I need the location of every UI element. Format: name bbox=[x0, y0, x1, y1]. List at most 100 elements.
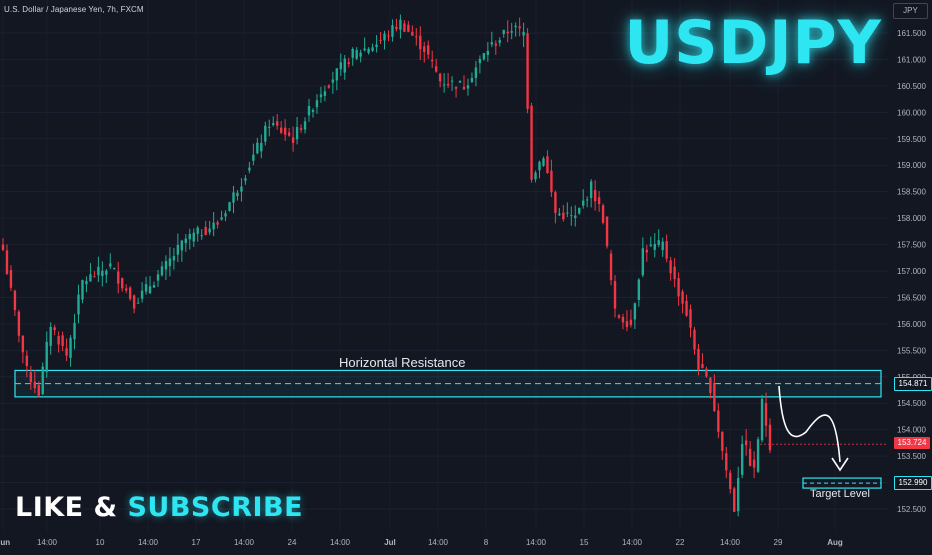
candle-body bbox=[212, 222, 215, 230]
candle-body bbox=[160, 266, 164, 276]
candle-body bbox=[748, 448, 752, 466]
candle-body bbox=[411, 31, 414, 36]
candle-body bbox=[291, 137, 295, 143]
y-tick-label: 158.000 bbox=[897, 214, 926, 223]
candle-body bbox=[613, 281, 617, 309]
candle-body bbox=[673, 266, 676, 280]
candle-body bbox=[733, 488, 736, 512]
candle-body bbox=[534, 172, 537, 180]
candle-body bbox=[33, 381, 36, 389]
candle-body bbox=[458, 80, 462, 83]
y-tick-label: 156.000 bbox=[897, 320, 926, 329]
resistance-zone-label: Horizontal Resistance bbox=[339, 355, 466, 370]
x-tick-label: 14:00 bbox=[138, 538, 159, 547]
candle-body bbox=[81, 279, 84, 300]
candle-body bbox=[287, 132, 291, 136]
candle-body bbox=[562, 212, 565, 220]
ticker-title: USDJPY bbox=[624, 8, 882, 78]
y-tick-label: 155.500 bbox=[897, 346, 926, 355]
like-subscribe-banner: LIKE & SUBSCRIBE bbox=[15, 492, 303, 523]
candle-body bbox=[196, 227, 199, 234]
x-tick-label: Aug bbox=[827, 538, 843, 547]
candle-body bbox=[442, 84, 446, 86]
candle-body bbox=[756, 439, 760, 472]
grid bbox=[0, 32, 888, 510]
candle-body bbox=[25, 355, 29, 367]
candle-body bbox=[498, 40, 501, 43]
candle-body bbox=[470, 77, 474, 83]
candle-body bbox=[148, 286, 152, 294]
candle-body bbox=[574, 215, 577, 219]
candle-body bbox=[77, 294, 80, 315]
candle-body bbox=[578, 207, 581, 214]
candle-body bbox=[371, 47, 374, 51]
candle-body bbox=[224, 213, 227, 217]
candle-body bbox=[13, 290, 17, 311]
overlay-layer bbox=[760, 385, 888, 489]
candle-body bbox=[641, 248, 645, 276]
candle-body bbox=[375, 44, 378, 48]
candle-body bbox=[621, 316, 625, 323]
candle-body bbox=[383, 33, 386, 41]
candle-body bbox=[276, 121, 279, 126]
candle-body bbox=[1, 244, 5, 250]
candle-body bbox=[740, 444, 744, 475]
candle-body bbox=[744, 440, 748, 446]
candle-body bbox=[331, 79, 335, 83]
y-tick-label: 156.500 bbox=[897, 293, 926, 302]
candle-body bbox=[665, 241, 668, 259]
x-tick-label: 22 bbox=[676, 538, 685, 547]
candle-body bbox=[363, 48, 366, 51]
candle-body bbox=[268, 126, 271, 128]
currency-selector[interactable]: JPY bbox=[893, 3, 928, 19]
candle-body bbox=[200, 235, 203, 237]
candle-body bbox=[637, 279, 641, 300]
candle-body bbox=[264, 125, 267, 142]
candle-body bbox=[128, 287, 132, 299]
candle-body bbox=[73, 322, 76, 340]
candle-body bbox=[597, 197, 601, 205]
candle-body bbox=[260, 142, 263, 152]
candle-body bbox=[57, 336, 60, 345]
candle-body bbox=[335, 68, 339, 81]
candle-body bbox=[323, 91, 327, 96]
candle-body bbox=[585, 199, 589, 201]
projection-path bbox=[778, 385, 841, 463]
candle-body bbox=[105, 270, 108, 275]
y-tick-label: 157.500 bbox=[897, 241, 926, 250]
resistance-price-badge: 154.871 bbox=[894, 377, 932, 391]
candle-body bbox=[693, 329, 696, 350]
candle-body bbox=[649, 244, 652, 246]
candle-body bbox=[669, 260, 672, 274]
ampersand-text: & bbox=[93, 492, 118, 523]
candle-body bbox=[490, 42, 494, 45]
y-tick-label: 158.500 bbox=[897, 188, 926, 197]
candle-body bbox=[514, 25, 517, 28]
candle-body bbox=[53, 327, 56, 331]
candle-body bbox=[427, 45, 430, 55]
candle-body bbox=[709, 377, 712, 393]
candle-body bbox=[69, 337, 72, 358]
candles bbox=[1, 14, 772, 517]
candle-body bbox=[589, 181, 593, 199]
candle-body bbox=[423, 46, 426, 53]
candle-body bbox=[240, 186, 243, 192]
y-tick-label: 154.500 bbox=[897, 399, 926, 408]
candle-body bbox=[625, 321, 629, 328]
candle-body bbox=[299, 128, 303, 130]
candle-body bbox=[311, 109, 315, 112]
candle-body bbox=[315, 100, 319, 108]
candle-body bbox=[279, 127, 283, 133]
candle-body bbox=[502, 29, 505, 35]
candle-body bbox=[737, 477, 740, 512]
candle-body bbox=[629, 319, 633, 326]
candle-body bbox=[506, 31, 509, 34]
candle-body bbox=[252, 154, 255, 161]
x-tick-label: 14:00 bbox=[720, 538, 741, 547]
x-tick-label: 24 bbox=[288, 538, 297, 547]
candle-body bbox=[45, 341, 48, 373]
target-price-badge: 152.990 bbox=[894, 476, 932, 490]
y-tick-label: 152.500 bbox=[897, 505, 926, 514]
candle-body bbox=[176, 245, 180, 255]
candle-body bbox=[446, 83, 450, 86]
